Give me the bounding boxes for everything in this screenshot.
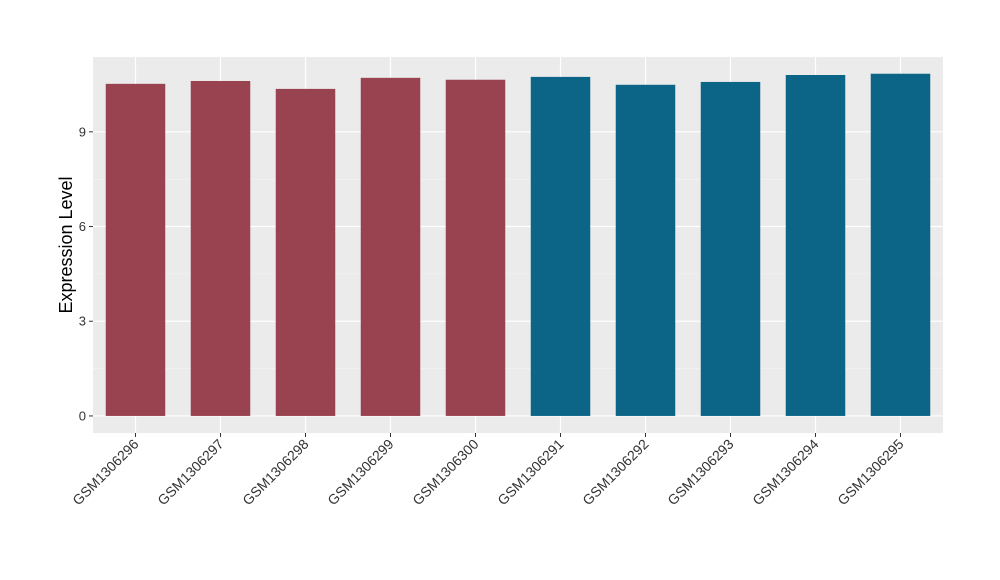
- x-tick-label: GSM1306297: [154, 436, 227, 509]
- bar: [700, 81, 761, 416]
- x-tick-label: GSM1306299: [324, 436, 397, 509]
- y-axis-title: Expression Level: [56, 176, 76, 313]
- x-tick-label: GSM1306292: [579, 436, 652, 509]
- bar: [105, 83, 166, 416]
- bar: [870, 73, 931, 416]
- x-tick-label: GSM1306295: [834, 436, 907, 509]
- y-tick-label: 0: [79, 408, 86, 423]
- x-tick-label: GSM1306294: [749, 436, 822, 509]
- y-tick-label: 9: [79, 124, 86, 139]
- bar: [530, 76, 591, 416]
- x-tick-label: GSM1306300: [409, 436, 482, 509]
- bar: [445, 79, 506, 416]
- bar: [275, 88, 336, 416]
- x-tick-label: GSM1306298: [239, 436, 312, 509]
- y-tick-label: 6: [79, 219, 86, 234]
- bar: [615, 84, 676, 416]
- x-tick-label: GSM1306296: [69, 436, 142, 509]
- x-tick-label: GSM1306293: [664, 436, 737, 509]
- bar: [360, 77, 421, 416]
- bar: [190, 80, 251, 416]
- x-tick-label: GSM1306291: [494, 436, 567, 509]
- y-tick-label: 3: [79, 314, 86, 329]
- bar: [785, 74, 846, 416]
